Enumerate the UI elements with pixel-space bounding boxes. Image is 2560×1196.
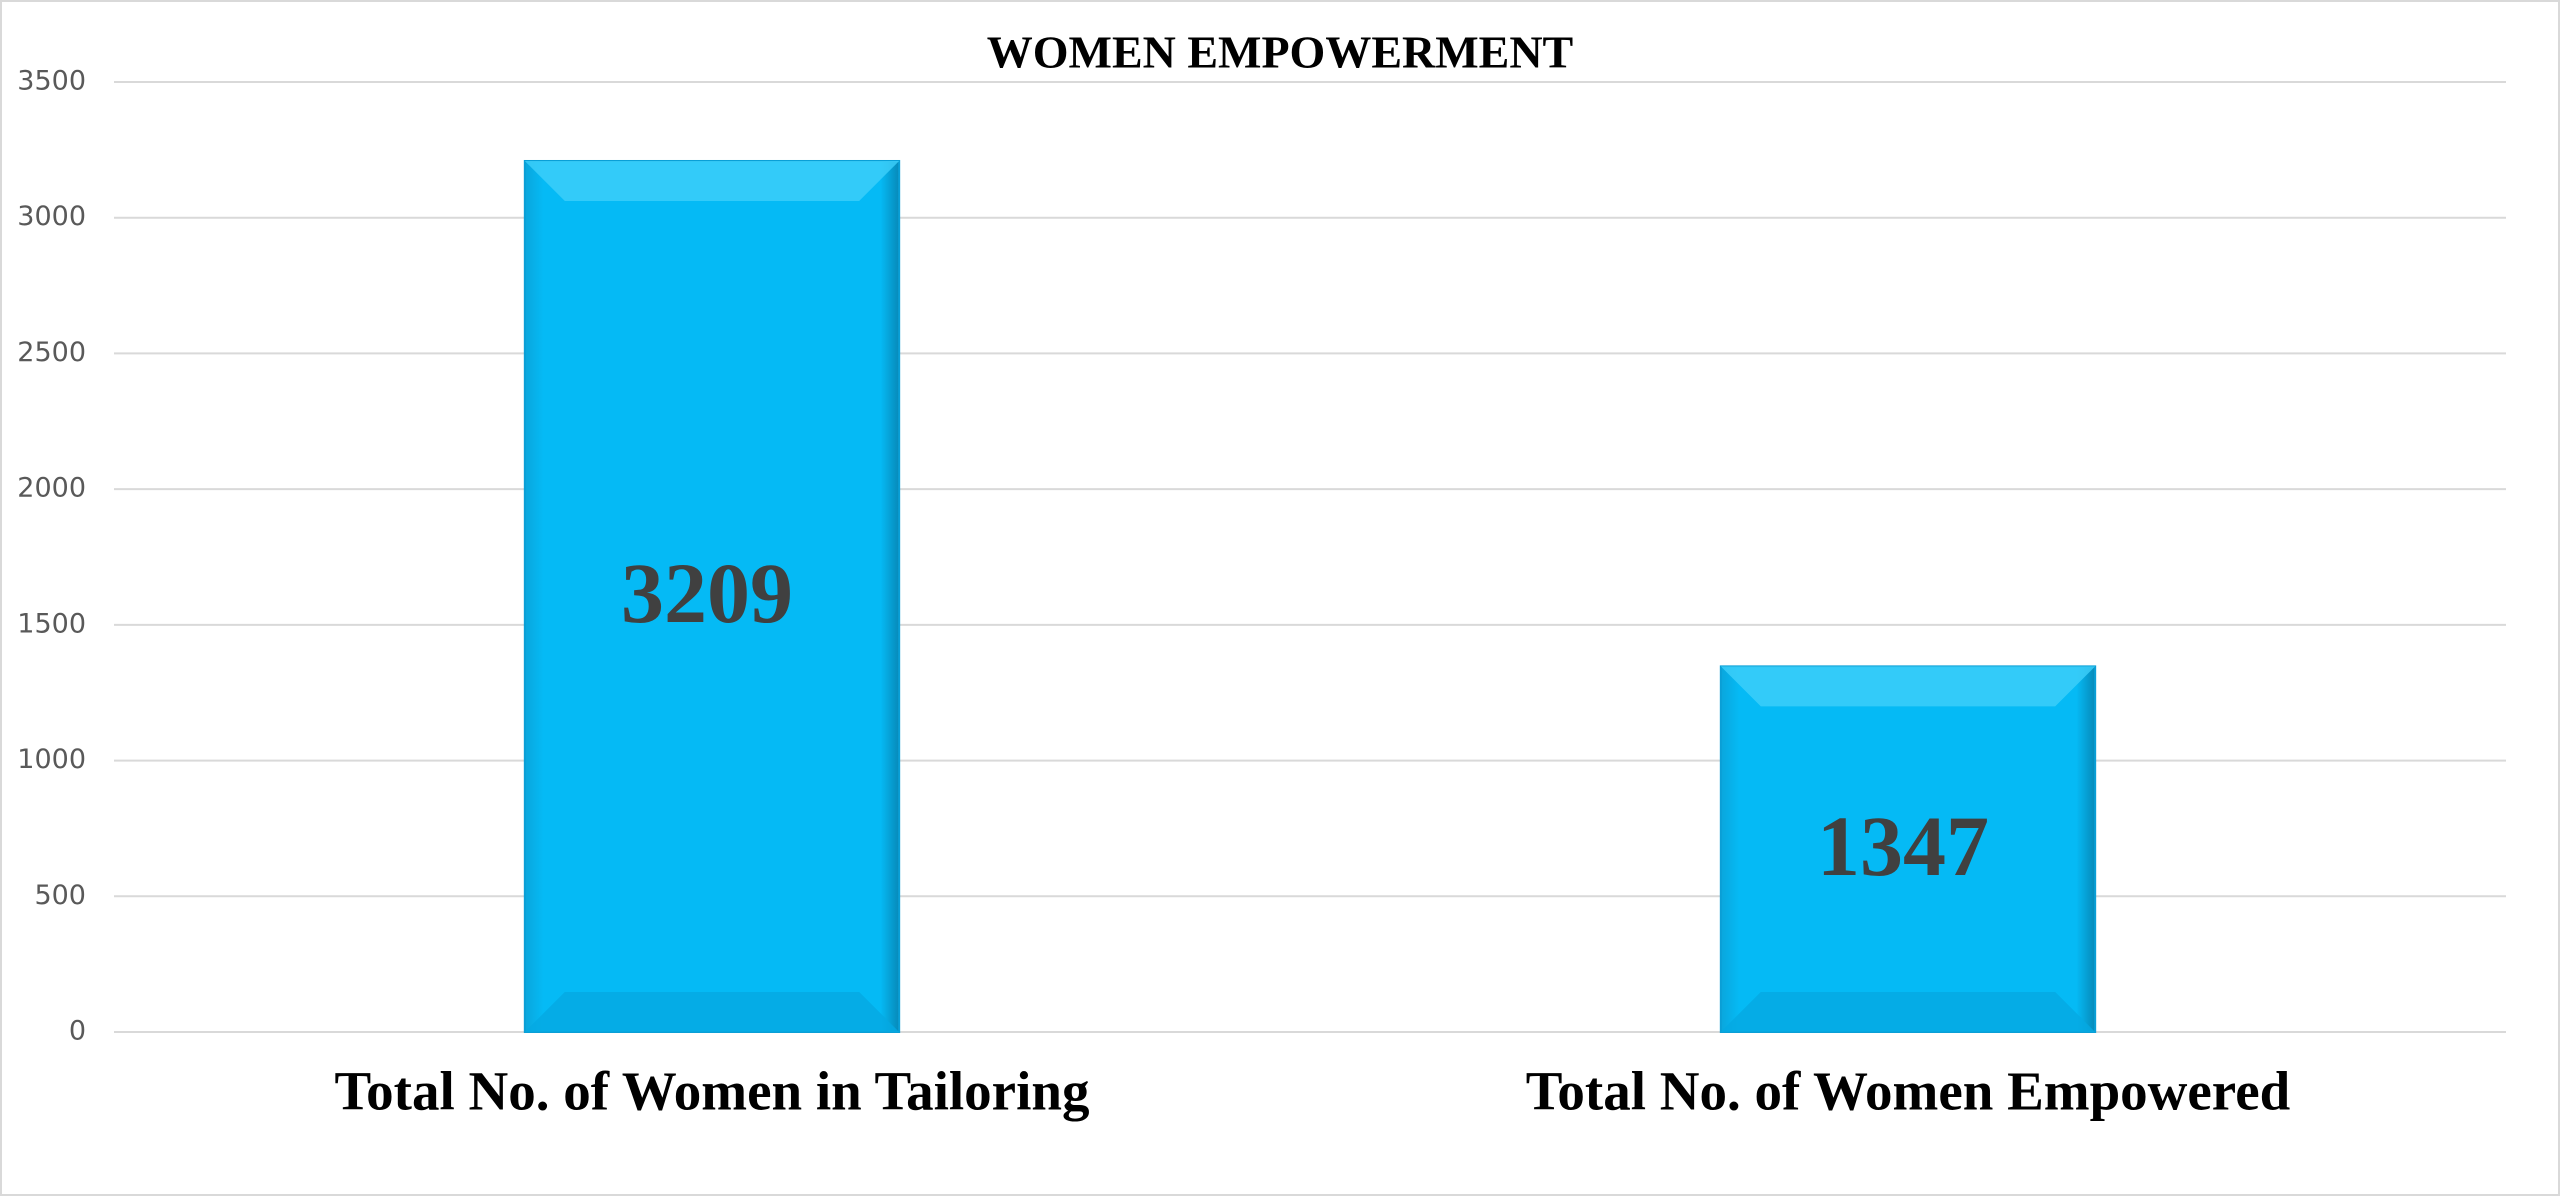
y-tick-label: 1000 (17, 744, 86, 775)
data-label: 3209 (621, 545, 793, 641)
x-tick-label: Total No. of Women Empowered (1526, 1061, 2290, 1122)
chart-title: WOMEN EMPOWERMENT (987, 27, 1573, 78)
bar (1719, 665, 2097, 1034)
y-tick-label: 3000 (17, 201, 86, 232)
x-tick-label: Total No. of Women in Tailoring (335, 1061, 1090, 1122)
y-tick-label: 2500 (17, 337, 86, 368)
bar-bevel (524, 160, 900, 201)
bar-bevel (1720, 666, 2096, 707)
data-label: 1347 (1817, 798, 1989, 894)
y-tick-label: 500 (34, 880, 86, 911)
bar-bevel (1720, 992, 2096, 1032)
y-tick-label: 2000 (17, 473, 86, 504)
y-tick-label: 3500 (17, 66, 86, 97)
bar-bevel (524, 992, 900, 1032)
y-tick-label: 0 (69, 1016, 86, 1047)
bar (523, 159, 901, 1033)
y-tick-label: 1500 (17, 608, 86, 639)
